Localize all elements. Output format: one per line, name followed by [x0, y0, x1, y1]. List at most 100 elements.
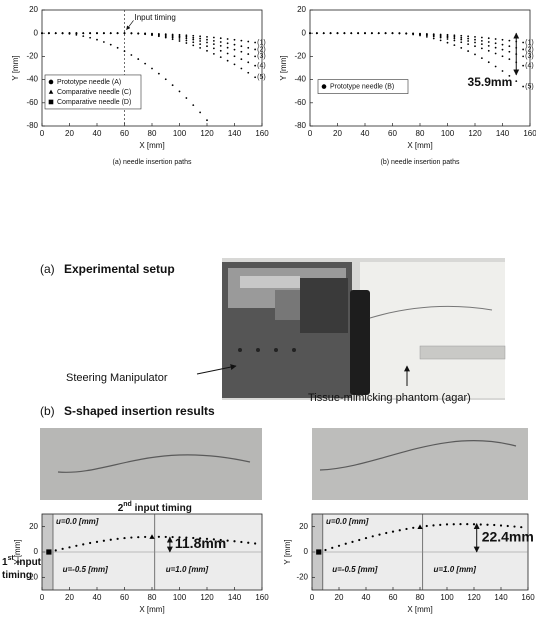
- data-point: [426, 36, 428, 38]
- y-tick-label: -60: [26, 98, 38, 107]
- x-tick-label: 60: [120, 129, 129, 138]
- y-tick-label: -20: [294, 52, 306, 61]
- data-point: [467, 35, 469, 37]
- data-point: [399, 529, 401, 531]
- data-point: [220, 37, 222, 39]
- data-point: [372, 535, 374, 537]
- data-point: [502, 49, 504, 51]
- data-point: [192, 39, 194, 41]
- data-point: [234, 44, 236, 46]
- data-point: [247, 41, 249, 43]
- data-point: [371, 32, 373, 34]
- data-point: [350, 32, 352, 34]
- x-tick-label: 140: [228, 593, 242, 602]
- x-tick-label: 60: [388, 129, 397, 138]
- data-point: [254, 42, 256, 44]
- data-point: [495, 38, 497, 40]
- series-label: (2): [257, 46, 266, 53]
- data-point: [488, 41, 490, 43]
- data-point: [331, 547, 333, 549]
- data-point: [488, 61, 490, 63]
- legend-label: Comparative needle (D): [57, 99, 131, 106]
- x-axis-label: X [mm]: [407, 605, 432, 614]
- data-point: [433, 38, 435, 40]
- series-label: (3): [525, 53, 534, 60]
- data-point: [179, 91, 181, 93]
- data-point: [151, 34, 153, 36]
- data-point: [41, 32, 43, 34]
- data-point: [357, 32, 359, 34]
- legend-marker: [49, 80, 54, 85]
- setup-photo: [222, 258, 505, 400]
- result-photo-right: [312, 428, 528, 500]
- data-point: [69, 33, 71, 35]
- data-point: [453, 38, 455, 40]
- data-point: [75, 32, 77, 34]
- y-tick-label: -20: [296, 572, 308, 581]
- data-point: [378, 534, 380, 536]
- data-point: [474, 36, 476, 38]
- data-point: [213, 43, 215, 45]
- data-point: [247, 542, 249, 544]
- data-point: [466, 523, 468, 525]
- data-point: [185, 40, 187, 42]
- data-point: [500, 524, 502, 526]
- data-point: [144, 536, 146, 538]
- data-point: [522, 42, 524, 44]
- x-axis-label: X [mm]: [139, 141, 164, 150]
- data-point: [192, 37, 194, 39]
- data-point: [345, 543, 347, 545]
- plot-frame: [310, 10, 530, 126]
- data-point: [439, 524, 441, 526]
- x-tick-label: 80: [148, 593, 157, 602]
- data-point: [185, 97, 187, 99]
- data-point: [117, 538, 119, 540]
- data-point: [179, 38, 181, 40]
- data-point: [365, 537, 367, 539]
- data-point: [213, 40, 215, 42]
- data-point: [179, 36, 181, 38]
- data-point: [358, 539, 360, 541]
- data-point: [398, 32, 400, 34]
- data-point: [453, 40, 455, 42]
- data-point: [199, 38, 201, 40]
- data-point: [508, 45, 510, 47]
- data-point: [227, 53, 229, 55]
- data-point: [240, 68, 242, 70]
- data-point: [103, 32, 105, 34]
- data-point: [508, 58, 510, 60]
- x-tick-label: 120: [467, 593, 481, 602]
- y-tick-label: 20: [29, 522, 38, 531]
- data-point: [481, 40, 483, 42]
- legend-marker: [322, 84, 327, 89]
- x-tick-label: 40: [93, 593, 102, 602]
- data-point: [192, 35, 194, 37]
- x-tick-label: 120: [200, 129, 214, 138]
- y-tick-label: -60: [294, 98, 306, 107]
- region-label: u=0.0 [mm]: [56, 517, 99, 526]
- y-axis-label: Y [mm]: [11, 55, 20, 80]
- data-point: [488, 37, 490, 39]
- data-point: [117, 32, 119, 34]
- series-label: (4): [257, 63, 266, 70]
- data-point: [234, 39, 236, 41]
- data-point: [75, 34, 77, 36]
- results-letter: (b): [40, 404, 55, 418]
- x-tick-label: 40: [93, 129, 102, 138]
- data-point: [364, 32, 366, 34]
- data-point: [474, 45, 476, 47]
- data-point: [165, 37, 167, 39]
- x-tick-label: 160: [255, 129, 269, 138]
- data-point: [82, 35, 84, 37]
- x-tick-label: 40: [361, 129, 370, 138]
- y-tick-label: 0: [302, 28, 307, 37]
- region-label: u=1.0 [mm]: [434, 565, 477, 574]
- data-point: [447, 42, 449, 44]
- data-point: [172, 84, 174, 86]
- data-point: [378, 32, 380, 34]
- x-axis-label: X [mm]: [139, 605, 164, 614]
- data-point: [247, 61, 249, 63]
- data-point: [459, 523, 461, 525]
- data-point: [467, 40, 469, 42]
- data-point: [96, 32, 98, 34]
